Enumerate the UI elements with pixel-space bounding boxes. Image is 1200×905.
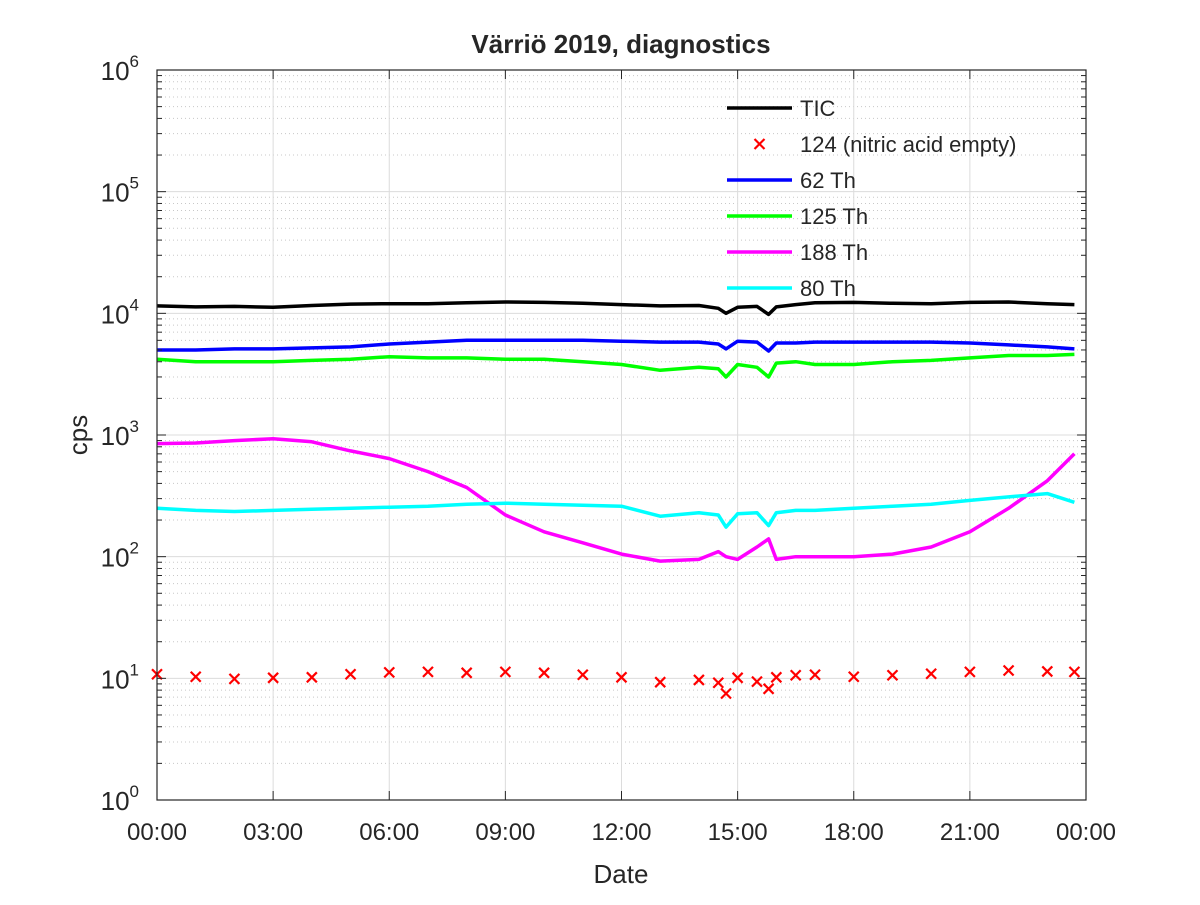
legend-label: 124 (nitric acid empty) [800, 132, 1016, 157]
series-marker-124-nitric-acid-empty [712, 676, 725, 689]
series-marker-124-nitric-acid-empty [344, 668, 357, 681]
series-marker-124-nitric-acid-empty [762, 683, 775, 695]
series-marker-124-nitric-acid-empty [189, 670, 202, 683]
series-marker-124-nitric-acid-empty [615, 671, 628, 684]
legend-label: 62 Th [800, 168, 856, 193]
y-tick-label: 103 [101, 417, 139, 451]
x-tick-label: 00:00 [1056, 819, 1116, 846]
series-line-125-th [156, 352, 1075, 379]
axis-ticks [156, 69, 1087, 801]
series-marker-124-nitric-acid-empty [422, 666, 434, 678]
series-marker-124-nitric-acid-empty [654, 676, 666, 688]
y-tick-label: 105 [101, 174, 139, 208]
x-tick-label: 21:00 [940, 819, 1000, 846]
series-marker-124-nitric-acid-empty [720, 687, 732, 700]
legend-entry-62-th: 62 Th [727, 168, 856, 193]
chart-title: Värriö 2019, diagnostics [471, 29, 770, 59]
x-tick-label: 18:00 [824, 819, 884, 846]
series-marker-124-nitric-acid-empty [1068, 666, 1081, 678]
x-tick-label: 06:00 [359, 819, 419, 846]
y-tick-label: 102 [101, 539, 139, 573]
series-marker-124-nitric-acid-empty [460, 667, 473, 679]
y-tick-labels: 100 101 102 103 104 105 106 [101, 52, 139, 816]
legend-entry-125-th: 125 Th [727, 204, 868, 229]
y-tick-label: 106 [101, 52, 139, 86]
series-layer [151, 300, 1081, 700]
series-marker-124-nitric-acid-empty [789, 669, 802, 682]
series-marker-124-nitric-acid-empty [809, 668, 821, 681]
chart-legend: TIC 124 (nitric acid empty) 62 Th 125 Th 188… [727, 96, 1016, 301]
series-marker-124-nitric-acid-empty [964, 666, 976, 678]
y-tick-label: 104 [101, 295, 139, 329]
series-marker-124-nitric-acid-empty [751, 675, 763, 688]
series-marker-124-nitric-acid-empty [847, 670, 860, 683]
series-marker-124-nitric-acid-empty [731, 672, 744, 684]
legend-label: 188 Th [800, 240, 868, 265]
legend-entry-80-th: 80 Th [727, 276, 856, 301]
x-tick-label: 00:00 [127, 819, 187, 846]
x-axis-label: Date [594, 859, 649, 889]
series-marker-124-nitric-acid-empty [886, 669, 899, 682]
series-marker-124-nitric-acid-empty [499, 666, 512, 678]
series-marker-124-nitric-acid-empty [693, 674, 705, 686]
series-marker-124-nitric-acid-empty [1002, 664, 1015, 677]
y-axis-label: cps [63, 415, 93, 455]
legend-entry-tic: TIC [727, 96, 836, 121]
series-marker-124-nitric-acid-empty [770, 671, 783, 684]
legend-label: 80 Th [800, 276, 856, 301]
y-tick-label: 101 [101, 660, 139, 694]
legend-label: TIC [800, 96, 836, 121]
y-tick-label: 100 [101, 782, 139, 816]
x-tick-label: 12:00 [591, 819, 651, 846]
series-marker-124-nitric-acid-empty [577, 668, 589, 681]
series-marker-124-nitric-acid-empty [538, 667, 550, 679]
series-line-188-th [156, 437, 1076, 563]
series-marker-124-nitric-acid-empty [267, 672, 279, 684]
series-line-tic [156, 300, 1075, 317]
series-marker-124-nitric-acid-empty [383, 666, 396, 679]
series-marker-124-nitric-acid-empty [925, 668, 937, 680]
series-line-80-th [156, 491, 1075, 529]
x-tick-labels: 00:00 03:00 06:00 09:00 12:00 15:00 18:00 21:00… [127, 819, 1116, 846]
x-tick-label: 03:00 [243, 819, 303, 846]
series-marker-124-nitric-acid-empty [228, 673, 241, 685]
series-marker-124-nitric-acid-empty [1041, 665, 1054, 678]
x-tick-label: 09:00 [475, 819, 535, 846]
x-tick-label: 15:00 [708, 819, 768, 846]
series-marker-124-nitric-acid-empty [306, 671, 318, 684]
legend-label: 125 Th [800, 204, 868, 229]
legend-entry-188-th: 188 Th [727, 240, 868, 265]
series-line-62-th [157, 338, 1075, 353]
legend-swatch [753, 138, 766, 150]
legend-entry-124-nitric-acid-empty: 124 (nitric acid empty) [753, 132, 1016, 157]
